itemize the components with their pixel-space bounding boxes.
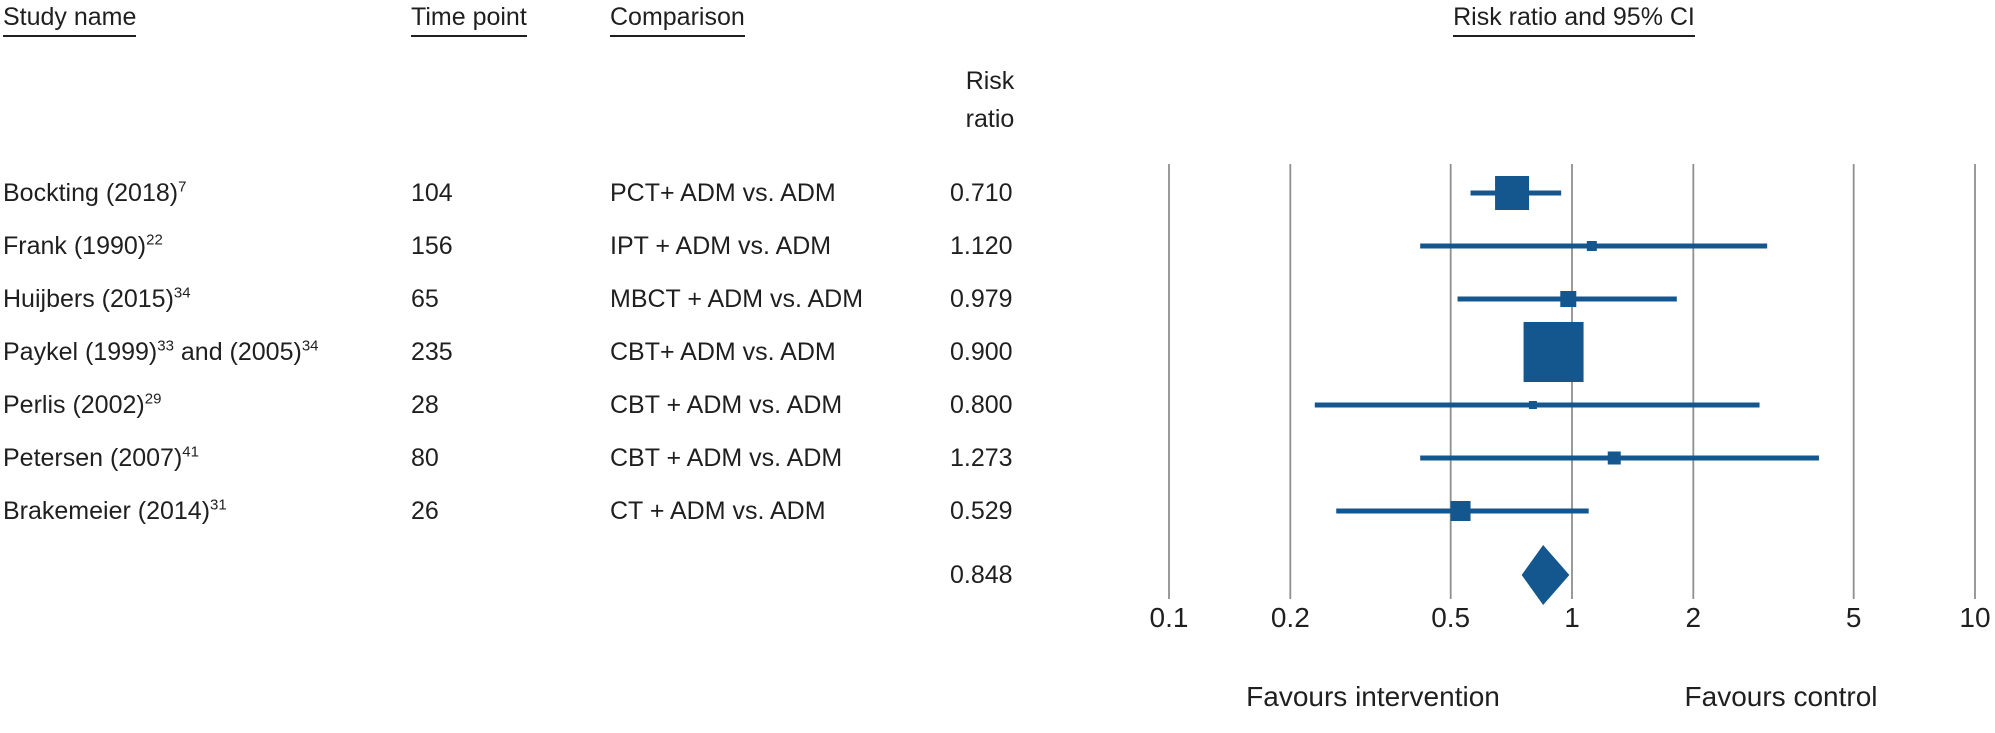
column-header-risk-ratio: Risk ratio bbox=[965, 67, 1015, 133]
study-name-cell: Brakemeier (2014)31 bbox=[3, 496, 227, 525]
reference-superscript: 33 bbox=[157, 337, 174, 355]
axis-tick-label: 0.2 bbox=[1270, 602, 1310, 633]
reference-superscript: 29 bbox=[144, 390, 162, 408]
risk-ratio-cell: 0.979 bbox=[950, 285, 1013, 313]
column-header-study-name: Study name bbox=[3, 2, 137, 37]
axis-tick-label: 1 bbox=[1564, 602, 1580, 633]
table-row: Perlis (2002)29 28 CBT + ADM vs. ADM 0.800 bbox=[0, 378, 1100, 432]
risk-ratio-cell: 0.529 bbox=[950, 497, 1013, 525]
comparison-cell: CBT+ ADM vs. ADM bbox=[610, 338, 836, 366]
risk-ratio-cell: 0.800 bbox=[950, 391, 1013, 419]
table-row: Paykel (1999)33 and (2005)34 235 CBT+ ADM … bbox=[0, 325, 1100, 379]
comparison-cell: PCT+ ADM vs. ADM bbox=[610, 179, 836, 207]
plot-title: Risk ratio and 95% CI bbox=[1254, 2, 1894, 37]
time-point-cell: 28 bbox=[411, 391, 439, 419]
favours-control-label: Favours control bbox=[1684, 681, 1878, 712]
time-point-cell: 80 bbox=[411, 444, 439, 472]
time-point-cell: 235 bbox=[411, 338, 453, 366]
study-name-cell: Paykel (1999)33 and (2005)34 bbox=[3, 337, 319, 366]
comparison-cell: CBT + ADM vs. ADM bbox=[610, 391, 843, 419]
table-row: Brakemeier (2014)31 26 CT + ADM vs. ADM 0.5… bbox=[0, 484, 1100, 538]
risk-ratio-cell: 1.120 bbox=[950, 232, 1013, 260]
comparison-cell: IPT + ADM vs. ADM bbox=[610, 232, 832, 260]
reference-superscript: 41 bbox=[182, 443, 199, 461]
study-marker bbox=[1586, 241, 1597, 251]
study-name-cell: Frank (1990)22 bbox=[3, 231, 163, 260]
comparison-cell: MBCT + ADM vs. ADM bbox=[610, 285, 864, 313]
table-row: Petersen (2007)41 80 CBT + ADM vs. ADM 1.27… bbox=[0, 431, 1100, 485]
reference-superscript: 34 bbox=[301, 337, 319, 355]
risk-ratio-cell: 0.710 bbox=[950, 179, 1013, 207]
reference-superscript: 34 bbox=[173, 284, 191, 302]
time-point-cell: 65 bbox=[411, 285, 439, 313]
study-marker bbox=[1495, 176, 1530, 210]
study-name-cell: Perlis (2002)29 bbox=[3, 390, 162, 419]
axis-tick-label: 0.1 bbox=[1149, 602, 1189, 633]
axis-tick-label: 2 bbox=[1685, 602, 1702, 633]
reference-superscript: 7 bbox=[178, 178, 187, 196]
axis-tick-label: 0.5 bbox=[1431, 602, 1471, 633]
table-row: Frank (1990)22 156 IPT + ADM vs. ADM 1.120 bbox=[0, 219, 1100, 273]
study-name-cell: Huijbers (2015)34 bbox=[3, 284, 191, 313]
study-marker bbox=[1523, 322, 1584, 382]
comparison-cell: CT + ADM vs. ADM bbox=[610, 497, 826, 525]
study-name-cell: Petersen (2007)41 bbox=[3, 443, 199, 472]
study-marker bbox=[1607, 451, 1621, 465]
column-header-time-point: Time point bbox=[411, 2, 527, 37]
time-point-cell: 104 bbox=[411, 179, 453, 207]
axis-tick-label: 5 bbox=[1845, 602, 1862, 633]
risk-ratio-cell: 1.273 bbox=[950, 444, 1013, 472]
favours-intervention-label: Favours intervention bbox=[1246, 681, 1500, 712]
summary-diamond bbox=[1521, 545, 1570, 605]
reference-superscript: 31 bbox=[210, 496, 227, 514]
column-header-comparison: Comparison bbox=[610, 2, 745, 37]
axis-tick-label: 10 bbox=[1959, 602, 1991, 633]
study-marker bbox=[1450, 501, 1471, 521]
risk-ratio-cell: 0.900 bbox=[950, 338, 1013, 366]
study-name-cell: Bockting (2018)7 bbox=[3, 178, 187, 207]
table-row: Bockting (2018)7 104 PCT+ ADM vs. ADM 0.710 bbox=[0, 166, 1100, 220]
time-point-cell: 26 bbox=[411, 497, 439, 525]
reference-superscript: 22 bbox=[146, 231, 163, 249]
time-point-cell: 156 bbox=[411, 232, 453, 260]
table-row: Huijbers (2015)34 65 MBCT + ADM vs. ADM 0.9… bbox=[0, 272, 1100, 326]
study-marker bbox=[1528, 401, 1537, 409]
study-marker bbox=[1560, 291, 1577, 307]
comparison-cell: CBT + ADM vs. ADM bbox=[610, 444, 843, 472]
summary-risk-ratio-value: 0.848 bbox=[950, 561, 1013, 589]
